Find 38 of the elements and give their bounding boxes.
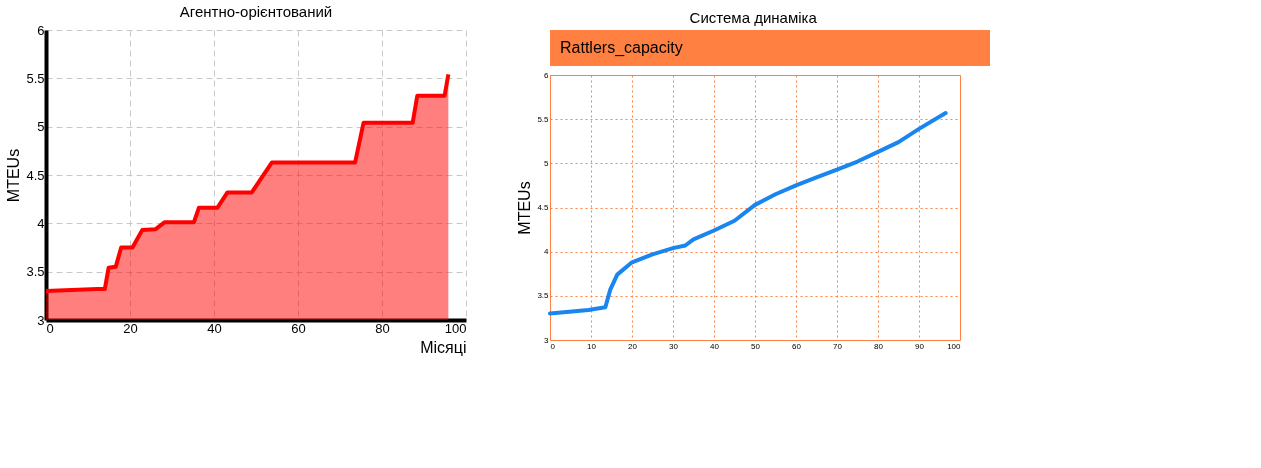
x-tick-label: 90 xyxy=(915,341,925,351)
y-tick-label: 4 xyxy=(544,247,550,257)
y-tick-label: 3.5 xyxy=(26,264,45,280)
x-tick-label: 100 xyxy=(444,320,467,336)
x-tick-label: 0 xyxy=(46,320,54,336)
x-tick-label: 20 xyxy=(628,341,638,351)
x-tick-label: 70 xyxy=(833,341,843,351)
x-tick-label: 100 xyxy=(947,341,962,351)
x-tick-label: 20 xyxy=(123,320,138,336)
x-tick-label: 50 xyxy=(751,341,761,351)
y-tick-label: 5.5 xyxy=(537,114,550,124)
y-tick-label: 4.5 xyxy=(537,203,550,212)
y-tick-label: 3 xyxy=(37,312,45,328)
text: Rattlers_capacity xyxy=(560,39,683,57)
x-tick-label: 60 xyxy=(792,341,802,351)
x-axis-title: Місяці xyxy=(420,338,467,356)
x-tick-label: 10 xyxy=(587,341,597,351)
x-tick-label: 80 xyxy=(874,341,884,351)
y-tick-label: 5 xyxy=(544,158,550,168)
y-tick-label: 6 xyxy=(544,70,550,80)
x-tick-label: 0 xyxy=(550,341,556,351)
x-tick-label: 30 xyxy=(669,341,679,351)
chart-title: Агентно-орієнтований xyxy=(179,3,333,20)
y-axis-title: MTEUs xyxy=(5,148,23,203)
y-tick-label: 3 xyxy=(544,335,550,345)
x-tick-label: 80 xyxy=(375,320,390,336)
x-tick-label: 60 xyxy=(291,320,306,336)
y-axis-title: MTEUs xyxy=(516,181,534,235)
y-tick-label: 6 xyxy=(37,22,45,38)
y-tick-label: 5 xyxy=(37,119,45,135)
x-tick-label: 40 xyxy=(710,341,720,351)
y-tick-label: 4.5 xyxy=(26,167,45,183)
y-tick-label: 4 xyxy=(37,215,45,231)
x-tick-label: 40 xyxy=(207,320,222,336)
chart-title: Система динаміка xyxy=(689,9,818,26)
y-tick-label: 5.5 xyxy=(26,70,45,86)
line-series xyxy=(548,110,948,316)
y-tick-label: 3.5 xyxy=(537,291,550,301)
